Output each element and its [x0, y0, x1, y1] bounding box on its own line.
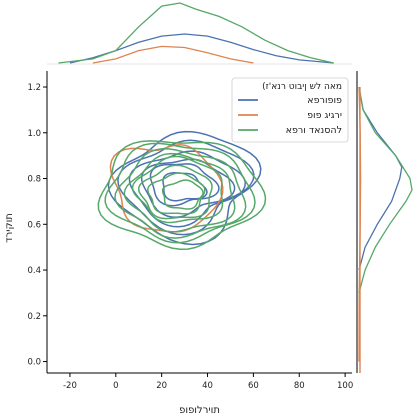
top-marginal-line-2	[58, 2, 334, 64]
x-axis-label: תוירלופופ	[179, 405, 220, 416]
y-axis-label: תוקירד	[4, 213, 15, 243]
x-tick-label-1: 0	[113, 381, 118, 391]
right-marginal-line-0	[358, 86, 403, 271]
y-tick-label-5: 1.0	[27, 129, 41, 139]
contour-0-2	[128, 150, 247, 228]
legend-title: (מאה לש ןיבוט רנא'ז	[262, 82, 342, 92]
main-contour-plot	[97, 130, 267, 251]
x-tick-label-2: 20	[156, 381, 167, 391]
contour-2-2	[114, 148, 247, 239]
contour-2-4	[131, 155, 224, 224]
y-tick-label-3: 0.6	[27, 220, 41, 230]
right-marginal-plot	[358, 86, 413, 373]
legend: (מאה לש ןיבוט רנא'ז פופורפא ירגיג פופ להסנא…	[231, 77, 349, 143]
top-marginal-line-1	[92, 45, 254, 64]
top-marginal-line-0	[69, 33, 334, 64]
top-marginal-plot	[58, 2, 334, 64]
contour-2-7	[161, 179, 204, 210]
contour-2-3	[123, 152, 236, 233]
y-tick-label-6: 1.2	[27, 83, 41, 93]
legend-label-2: להסנאד ורפא	[286, 125, 342, 136]
y-tick-label-0: 0.0	[27, 358, 41, 368]
contour-2-5	[138, 164, 213, 220]
legend-box	[231, 77, 349, 143]
x-tick-label-3: 40	[202, 381, 213, 391]
x-tick-label-5: 80	[294, 381, 305, 391]
x-tick-label-4: 60	[248, 381, 259, 391]
right-marginal-line-2	[358, 86, 413, 294]
y-tick-label-2: 0.4	[27, 266, 41, 276]
contour-2-6	[147, 172, 206, 215]
contour-2-0	[97, 140, 267, 251]
contour-0-1	[117, 139, 255, 236]
x-tick-label-0: -20	[63, 381, 77, 391]
y-tick-label-4: 0.8	[27, 175, 41, 185]
y-tick-label-1: 0.2	[27, 312, 41, 322]
contour-2-1	[104, 142, 256, 244]
axes: -20 0 20 40 60 80 100 0.0 0.2 0.4 0.6 0.8 1.0 1.2 תויר…	[4, 63, 358, 416]
x-tick-label-6: 100	[337, 381, 353, 391]
legend-label-0: פופורפא	[307, 95, 342, 106]
legend-label-1: ירגיג פופ	[307, 110, 342, 121]
